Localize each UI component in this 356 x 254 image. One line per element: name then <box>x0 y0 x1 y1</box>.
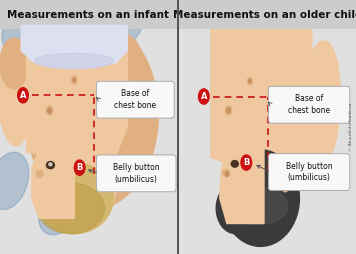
Ellipse shape <box>82 107 112 159</box>
Ellipse shape <box>283 177 288 188</box>
Circle shape <box>72 76 77 84</box>
Ellipse shape <box>77 21 105 48</box>
Ellipse shape <box>35 53 114 69</box>
Circle shape <box>73 78 76 82</box>
Ellipse shape <box>223 133 290 240</box>
Ellipse shape <box>226 138 244 151</box>
Text: Measurements on an older child: Measurements on an older child <box>173 10 356 20</box>
Polygon shape <box>211 0 312 168</box>
FancyBboxPatch shape <box>268 154 350 190</box>
Ellipse shape <box>36 170 43 178</box>
Ellipse shape <box>39 170 94 235</box>
Text: © AboutKidsHealth.ca: © AboutKidsHealth.ca <box>349 103 353 151</box>
Bar <box>179 0 356 29</box>
Ellipse shape <box>106 171 113 184</box>
Ellipse shape <box>28 43 120 69</box>
Ellipse shape <box>73 27 122 166</box>
Ellipse shape <box>49 163 52 166</box>
Circle shape <box>248 80 251 83</box>
Ellipse shape <box>241 138 266 164</box>
Ellipse shape <box>109 4 149 58</box>
Circle shape <box>241 155 252 170</box>
Ellipse shape <box>0 57 30 146</box>
Circle shape <box>199 89 209 104</box>
Circle shape <box>247 78 252 85</box>
Polygon shape <box>27 25 127 157</box>
Circle shape <box>227 108 230 113</box>
Text: Base of
chest bone: Base of chest bone <box>288 94 330 115</box>
Ellipse shape <box>0 38 28 89</box>
FancyBboxPatch shape <box>96 81 174 118</box>
Ellipse shape <box>35 163 113 234</box>
Ellipse shape <box>35 133 117 230</box>
Ellipse shape <box>112 39 142 139</box>
Text: B: B <box>243 158 250 167</box>
Circle shape <box>18 88 28 103</box>
Circle shape <box>225 106 232 115</box>
Circle shape <box>74 160 85 175</box>
Ellipse shape <box>216 183 255 234</box>
Text: Base of
chest bone: Base of chest bone <box>114 89 156 110</box>
Text: B: B <box>77 163 83 172</box>
Ellipse shape <box>281 174 290 192</box>
Ellipse shape <box>39 140 60 155</box>
FancyBboxPatch shape <box>268 86 350 123</box>
Ellipse shape <box>59 137 82 160</box>
Bar <box>0 0 177 29</box>
Ellipse shape <box>31 85 76 146</box>
Circle shape <box>46 106 53 115</box>
Polygon shape <box>220 137 264 224</box>
Ellipse shape <box>2 11 25 47</box>
Ellipse shape <box>231 161 238 167</box>
Ellipse shape <box>37 183 104 234</box>
Ellipse shape <box>47 48 115 76</box>
Ellipse shape <box>104 168 115 187</box>
Ellipse shape <box>301 41 340 172</box>
Ellipse shape <box>46 162 54 169</box>
Polygon shape <box>21 25 127 66</box>
Text: Belly button
(umbilicus): Belly button (umbilicus) <box>286 162 333 182</box>
Text: Measurements on an infant: Measurements on an infant <box>7 10 169 20</box>
Text: Belly button
(umbilicus): Belly button (umbilicus) <box>113 163 159 184</box>
Ellipse shape <box>221 150 299 246</box>
FancyBboxPatch shape <box>96 155 176 192</box>
Circle shape <box>225 171 229 177</box>
Ellipse shape <box>223 170 229 176</box>
Circle shape <box>48 108 51 113</box>
Polygon shape <box>32 142 74 218</box>
Text: A: A <box>200 92 207 101</box>
Text: A: A <box>20 91 26 100</box>
Ellipse shape <box>0 152 29 210</box>
Ellipse shape <box>26 19 158 210</box>
Ellipse shape <box>226 187 288 225</box>
